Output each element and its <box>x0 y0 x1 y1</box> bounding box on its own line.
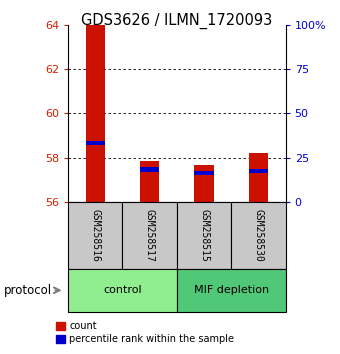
Text: GSM258517: GSM258517 <box>144 209 155 262</box>
Bar <box>68 269 177 312</box>
Bar <box>177 202 231 269</box>
Text: MIF depletion: MIF depletion <box>194 285 269 295</box>
Text: GSM258516: GSM258516 <box>90 209 100 262</box>
Bar <box>249 153 268 202</box>
Legend: count, percentile rank within the sample: count, percentile rank within the sample <box>56 321 235 344</box>
Bar <box>68 202 122 269</box>
Bar <box>194 171 214 175</box>
Bar <box>177 269 286 312</box>
Text: GDS3626 / ILMN_1720093: GDS3626 / ILMN_1720093 <box>81 12 272 29</box>
Bar <box>249 169 268 173</box>
Text: GSM258530: GSM258530 <box>253 209 264 262</box>
Bar <box>122 202 177 269</box>
Bar <box>86 141 105 145</box>
Bar <box>231 202 286 269</box>
Text: protocol: protocol <box>3 284 52 297</box>
Bar <box>86 25 105 202</box>
Bar <box>140 167 159 172</box>
Text: GSM258515: GSM258515 <box>199 209 209 262</box>
Text: control: control <box>103 285 142 295</box>
Bar <box>194 165 214 202</box>
Bar <box>140 161 159 202</box>
